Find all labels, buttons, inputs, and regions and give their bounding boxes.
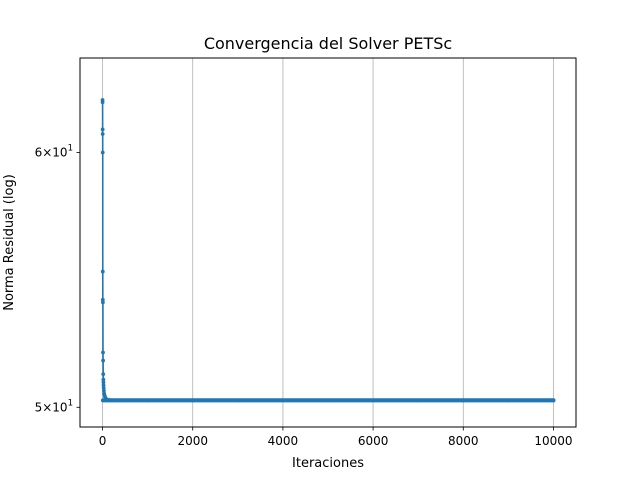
x-axis-label: Iteraciones (292, 456, 364, 471)
axes-frame (79, 57, 577, 428)
y-tick-label: 6×101 (35, 144, 73, 160)
ticks: 0 2000 4000 6000 8000 10000 6×101 5×101 (35, 144, 573, 448)
data-point (100, 269, 105, 274)
y-axis-label: Norma Residual (log) (2, 174, 17, 311)
y-tick-label: 5×101 (35, 398, 73, 414)
data-point (100, 127, 105, 132)
x-tick-label: 6000 (358, 434, 389, 448)
plot-area (80, 58, 576, 427)
data-point (101, 377, 106, 382)
data-point (100, 150, 105, 155)
series-layer (100, 98, 556, 403)
data-point (101, 372, 106, 377)
x-tick-label: 4000 (268, 434, 299, 448)
data-point (101, 358, 105, 363)
data-point (101, 380, 106, 385)
x-tick-label: 0 (99, 434, 107, 448)
data-point (100, 100, 105, 105)
data-point (101, 300, 105, 305)
data-point (101, 385, 106, 390)
data-point (101, 388, 106, 393)
x-tick-label: 2000 (177, 434, 208, 448)
x-tick-label: 8000 (448, 434, 479, 448)
x-tick-label: 10000 (534, 434, 572, 448)
data-point (100, 132, 105, 136)
chart-title: Convergencia del Solver PETSc (204, 34, 452, 53)
data-point (101, 383, 106, 388)
data-point (101, 350, 105, 355)
